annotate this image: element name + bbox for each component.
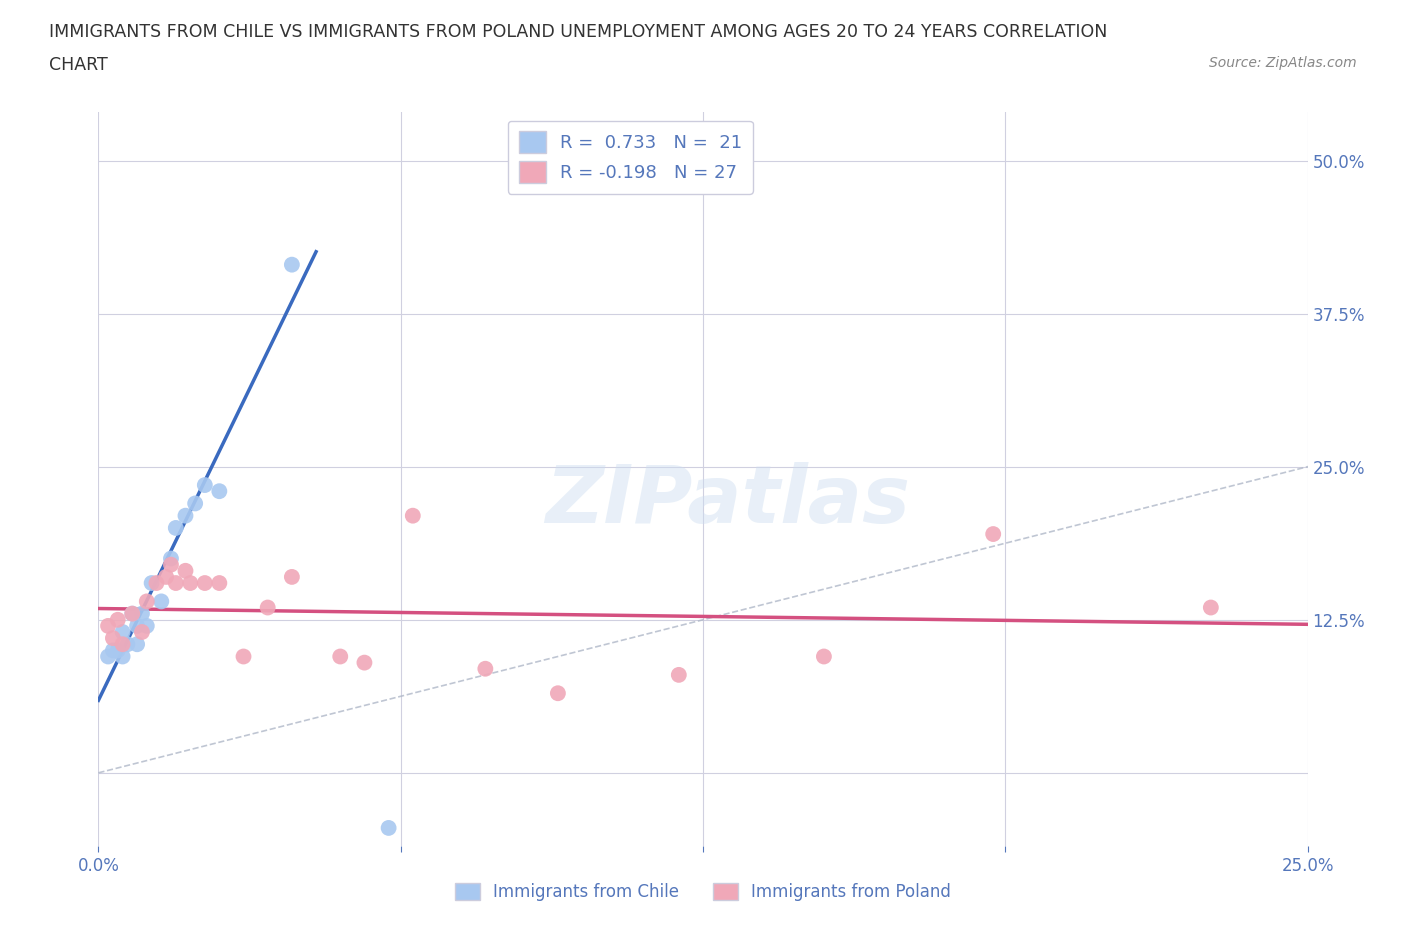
- Point: [1199, 600, 1222, 615]
- Point: [121, 606, 143, 621]
- Point: [547, 685, 569, 700]
- Point: [145, 576, 167, 591]
- Point: [179, 576, 201, 591]
- Legend: Immigrants from Chile, Immigrants from Poland: Immigrants from Chile, Immigrants from P…: [449, 876, 957, 908]
- Point: [329, 649, 352, 664]
- Point: [141, 576, 163, 591]
- Point: [127, 618, 149, 633]
- Point: [111, 637, 134, 652]
- Point: [111, 625, 134, 640]
- Point: [194, 478, 217, 493]
- Point: [813, 649, 835, 664]
- Text: ZIPatlas: ZIPatlas: [544, 462, 910, 540]
- Point: [353, 656, 375, 671]
- Point: [101, 643, 124, 658]
- Point: [194, 576, 217, 591]
- Point: [117, 637, 139, 652]
- Point: [127, 637, 149, 652]
- Legend: R =  0.733   N =  21, R = -0.198   N = 27: R = 0.733 N = 21, R = -0.198 N = 27: [508, 121, 754, 193]
- Point: [160, 551, 183, 566]
- Point: [150, 594, 173, 609]
- Point: [184, 496, 207, 511]
- Text: CHART: CHART: [49, 56, 108, 73]
- Point: [174, 508, 197, 523]
- Point: [256, 600, 278, 615]
- Point: [97, 618, 120, 633]
- Point: [135, 618, 157, 633]
- Point: [111, 649, 134, 664]
- Point: [232, 649, 254, 664]
- Point: [121, 606, 143, 621]
- Point: [402, 508, 425, 523]
- Point: [155, 569, 177, 584]
- Point: [160, 557, 183, 572]
- Point: [107, 612, 129, 627]
- Text: Source: ZipAtlas.com: Source: ZipAtlas.com: [1209, 56, 1357, 70]
- Point: [107, 643, 129, 658]
- Point: [208, 576, 231, 591]
- Point: [281, 569, 304, 584]
- Point: [208, 484, 231, 498]
- Point: [131, 606, 153, 621]
- Point: [377, 820, 399, 835]
- Point: [97, 649, 120, 664]
- Point: [165, 521, 187, 536]
- Point: [668, 668, 690, 683]
- Point: [131, 625, 153, 640]
- Point: [474, 661, 496, 676]
- Point: [174, 564, 197, 578]
- Text: IMMIGRANTS FROM CHILE VS IMMIGRANTS FROM POLAND UNEMPLOYMENT AMONG AGES 20 TO 24: IMMIGRANTS FROM CHILE VS IMMIGRANTS FROM…: [49, 23, 1108, 41]
- Point: [981, 526, 1004, 541]
- Point: [165, 576, 187, 591]
- Point: [281, 258, 304, 272]
- Point: [135, 594, 157, 609]
- Point: [101, 631, 124, 645]
